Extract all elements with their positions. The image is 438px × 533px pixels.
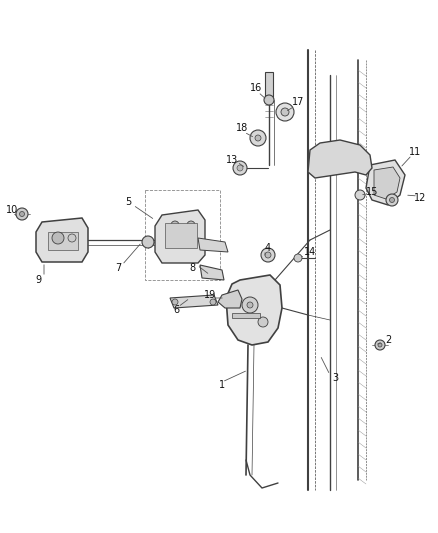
Polygon shape [374, 167, 400, 199]
Circle shape [265, 252, 271, 258]
Circle shape [389, 198, 395, 203]
Bar [265, 72, 273, 100]
Polygon shape [308, 140, 372, 178]
Circle shape [171, 221, 179, 229]
Text: 10: 10 [6, 205, 18, 215]
Circle shape [16, 208, 28, 220]
Text: 16: 16 [250, 83, 262, 93]
Circle shape [237, 165, 243, 171]
Circle shape [258, 317, 268, 327]
Text: 15: 15 [366, 187, 378, 197]
Polygon shape [198, 238, 228, 252]
Text: 17: 17 [292, 97, 304, 107]
Polygon shape [170, 295, 218, 308]
Circle shape [187, 221, 195, 229]
Text: 1: 1 [219, 380, 225, 390]
Circle shape [294, 254, 302, 262]
Text: 11: 11 [409, 147, 421, 157]
Circle shape [264, 95, 274, 105]
Circle shape [255, 135, 261, 141]
Text: 3: 3 [332, 373, 338, 383]
Circle shape [276, 103, 294, 121]
Text: 7: 7 [115, 263, 121, 273]
Polygon shape [366, 160, 405, 205]
Circle shape [242, 297, 258, 313]
Text: 8: 8 [189, 263, 195, 273]
Circle shape [378, 343, 382, 347]
Circle shape [52, 232, 64, 244]
Circle shape [20, 212, 25, 216]
Circle shape [210, 299, 216, 305]
Polygon shape [200, 265, 224, 280]
Bar [48, 232, 78, 250]
Circle shape [142, 236, 154, 248]
Text: 13: 13 [226, 155, 238, 165]
Bar [165, 223, 197, 248]
Circle shape [68, 234, 76, 242]
Text: 4: 4 [265, 243, 271, 253]
Polygon shape [155, 210, 205, 263]
Circle shape [281, 108, 289, 116]
Circle shape [386, 194, 398, 206]
Bar [232, 313, 260, 318]
Circle shape [172, 299, 178, 305]
Polygon shape [218, 290, 242, 308]
Polygon shape [36, 218, 88, 262]
Circle shape [250, 130, 266, 146]
Text: 9: 9 [35, 275, 41, 285]
Text: 5: 5 [125, 197, 131, 207]
Circle shape [355, 190, 365, 200]
Circle shape [233, 161, 247, 175]
Circle shape [375, 340, 385, 350]
Text: 6: 6 [173, 305, 179, 315]
Polygon shape [226, 275, 282, 345]
Text: 18: 18 [236, 123, 248, 133]
Circle shape [247, 302, 253, 308]
Text: 12: 12 [414, 193, 426, 203]
Text: 19: 19 [204, 290, 216, 300]
Circle shape [261, 248, 275, 262]
Text: 2: 2 [385, 335, 391, 345]
Text: 14: 14 [304, 247, 316, 257]
